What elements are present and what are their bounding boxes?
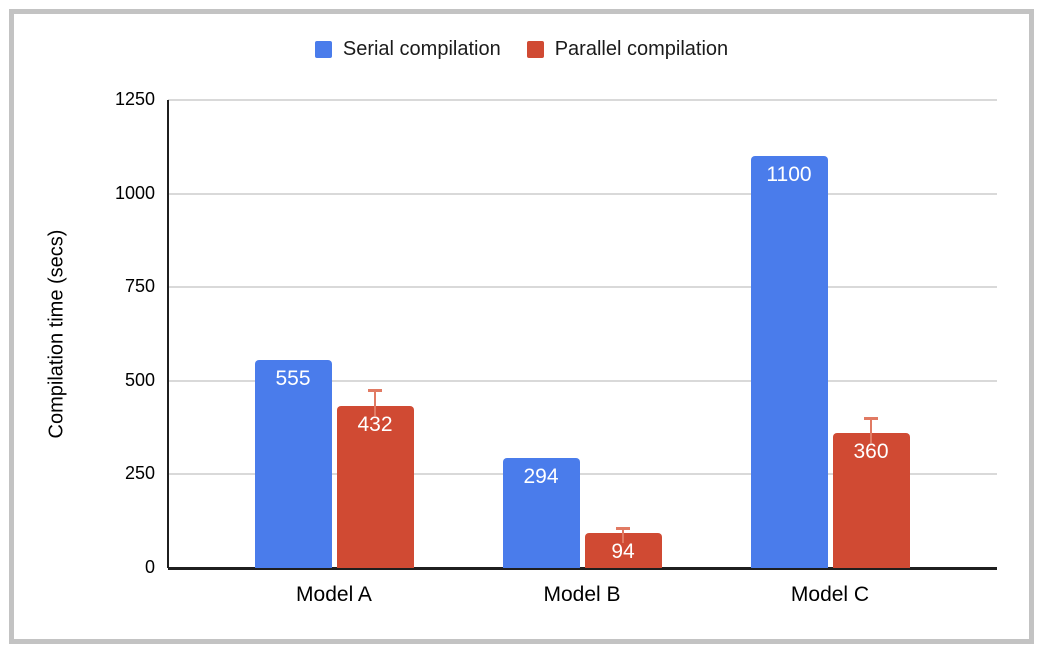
gridline xyxy=(168,192,997,195)
gridline xyxy=(168,473,997,476)
y-tick-label: 250 xyxy=(124,463,155,484)
y-tick-label: 1000 xyxy=(114,182,155,203)
error-bar-line xyxy=(622,527,624,543)
error-bar-line xyxy=(374,390,376,417)
y-axis-line xyxy=(167,100,169,568)
legend: Serial compilation Parallel compilation xyxy=(0,38,1043,61)
bar-serial-model-b xyxy=(502,457,580,568)
y-tick-label: 0 xyxy=(144,557,155,577)
gridline xyxy=(168,379,997,382)
gridline xyxy=(168,286,997,289)
bar-value-label: 360 xyxy=(853,440,889,464)
y-tick-label: 1250 xyxy=(114,89,155,109)
x-axis-label: Model A xyxy=(296,583,372,606)
bar-parallel-model-c xyxy=(832,433,910,568)
legend-item-parallel: Parallel compilation xyxy=(526,38,729,61)
x-axis-label: Model C xyxy=(790,583,870,606)
bar-value-label: 294 xyxy=(523,464,559,488)
bar-value-label: 1100 xyxy=(766,163,812,187)
bar-serial-model-c xyxy=(750,156,828,568)
y-tick-label: 500 xyxy=(124,369,155,390)
bar-value-label: 555 xyxy=(275,367,311,391)
serial-color-swatch-icon xyxy=(314,41,332,58)
legend-item-serial: Serial compilation xyxy=(314,38,501,61)
x-axis-line xyxy=(168,567,997,570)
bar-value-label: 94 xyxy=(611,539,635,563)
bar-value-label: 432 xyxy=(357,413,393,437)
error-bar-cap xyxy=(864,417,878,421)
y-tick-label: 750 xyxy=(124,276,155,297)
parallel-color-swatch-icon xyxy=(526,41,544,58)
error-bar-cap xyxy=(616,526,630,530)
bar-parallel-model-a xyxy=(336,406,414,568)
error-bar-line xyxy=(870,418,872,444)
legend-label-parallel: Parallel compilation xyxy=(554,38,729,60)
legend-label-serial: Serial compilation xyxy=(342,38,501,60)
gridline xyxy=(168,99,997,101)
x-axis-label: Model B xyxy=(543,583,621,606)
y-axis-title: Compilation time (secs) xyxy=(45,229,68,439)
bar-serial-model-a xyxy=(254,360,332,568)
error-bar-cap xyxy=(368,389,382,393)
